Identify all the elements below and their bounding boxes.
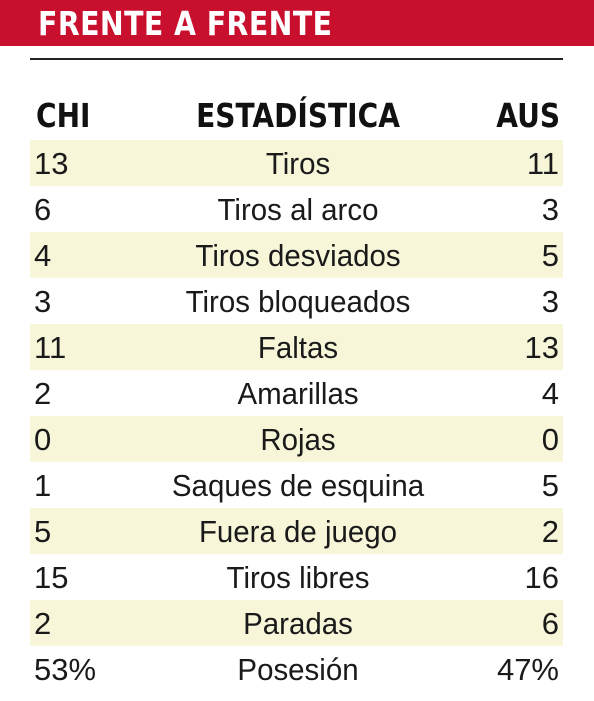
- aus-value: 0: [541, 422, 559, 457]
- statistic-label: Fuera de juego: [198, 514, 398, 549]
- table-row: 13 Tiros 11: [30, 140, 563, 186]
- aus-value: 3: [541, 284, 559, 319]
- table-row: 1 Saques de esquina 5: [30, 462, 563, 508]
- chi-value: 15: [34, 560, 69, 595]
- chi-value: 6: [34, 192, 52, 227]
- table-row: 0 Rojas 0: [30, 416, 563, 462]
- chi-value: 2: [34, 606, 52, 641]
- statistic-label: Posesión: [237, 652, 359, 687]
- statistic-label: Tiros desviados: [195, 238, 401, 273]
- statistic-label: Rojas: [260, 422, 336, 457]
- aus-value: 16: [524, 560, 559, 595]
- statistic-label: Saques de esquina: [171, 468, 425, 503]
- table-row: 4 Tiros desviados 5: [30, 232, 563, 278]
- aus-value: 2: [541, 514, 559, 549]
- table-row: 53% Posesión 47%: [30, 646, 563, 692]
- chi-value: 0: [34, 422, 52, 457]
- divider-rule: [30, 58, 563, 60]
- statistic-label: Tiros bloqueados: [185, 284, 411, 319]
- aus-value: 3: [541, 192, 559, 227]
- chi-value: 1: [34, 468, 52, 503]
- aus-value: 4: [541, 376, 559, 411]
- aus-value: 11: [526, 146, 559, 181]
- statistic-label: Tiros libres: [226, 560, 370, 595]
- aus-value: 47%: [496, 652, 559, 687]
- table-row: 3 Tiros bloqueados 3: [30, 278, 563, 324]
- aus-value: 5: [541, 238, 559, 273]
- chi-value: 5: [34, 514, 52, 549]
- table-row: 15 Tiros libres 16: [30, 554, 563, 600]
- table-row: 2 Paradas 6: [30, 600, 563, 646]
- table-row: 6 Tiros al arco 3: [30, 186, 563, 232]
- statistic-label: Tiros: [265, 146, 331, 181]
- header-bar: FRENTE A FRENTE: [0, 0, 594, 46]
- chi-value: 3: [34, 284, 52, 319]
- statistic-label: Tiros al arco: [217, 192, 379, 227]
- stats-table: 13 Tiros 11 6 Tiros al arco 3 4 Tiros de…: [30, 140, 563, 692]
- statistic-label: Faltas: [257, 330, 339, 365]
- column-header-statistic: ESTADÍSTICA: [196, 96, 400, 135]
- chi-value: 4: [34, 238, 52, 273]
- table-row: 5 Fuera de juego 2: [30, 508, 563, 554]
- column-header-chi: CHI: [36, 96, 91, 135]
- table-row: 2 Amarillas 4: [30, 370, 563, 416]
- chi-value: 53%: [34, 652, 97, 687]
- table-row: 11 Faltas 13: [30, 324, 563, 370]
- aus-value: 5: [541, 468, 559, 503]
- statistic-label: Paradas: [243, 606, 353, 641]
- aus-value: 13: [524, 330, 559, 365]
- statistic-label: Amarillas: [237, 376, 359, 411]
- chi-value: 13: [34, 146, 69, 181]
- aus-value: 6: [541, 606, 559, 641]
- column-header-aus: AUS: [496, 96, 560, 135]
- chi-value: 2: [34, 376, 52, 411]
- page-title: FRENTE A FRENTE: [38, 4, 333, 43]
- chi-value: 11: [34, 330, 67, 365]
